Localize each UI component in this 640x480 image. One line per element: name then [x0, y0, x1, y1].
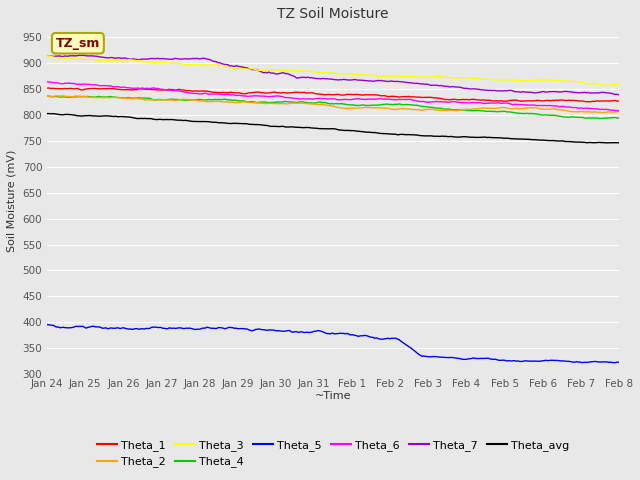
Line: Theta_avg: Theta_avg [47, 114, 619, 143]
Line: Theta_7: Theta_7 [47, 55, 619, 95]
Line: Theta_3: Theta_3 [47, 56, 619, 85]
Theta_5 [269, 327, 277, 333]
Theta_1 [283, 90, 291, 96]
Theta_2 [44, 93, 51, 99]
Theta_6 [269, 93, 277, 99]
Theta_2 [615, 108, 623, 114]
Theta_2 [600, 109, 608, 115]
Theta_1 [586, 99, 593, 105]
Theta_1 [99, 86, 106, 92]
Theta_6 [597, 107, 605, 112]
Theta_1 [271, 89, 279, 95]
Theta_7 [271, 71, 279, 77]
Theta_6 [44, 79, 51, 85]
Theta_7 [283, 71, 291, 76]
Theta_2 [162, 97, 170, 103]
Theta_1 [162, 87, 170, 93]
Theta_5 [44, 322, 51, 327]
Theta_avg [271, 123, 279, 129]
Line: Theta_1: Theta_1 [47, 88, 619, 102]
Theta_3 [615, 82, 623, 87]
Legend: Theta_1, Theta_2, Theta_3, Theta_4, Theta_5, Theta_6, Theta_7, Theta_avg: Theta_1, Theta_2, Theta_3, Theta_4, Thet… [92, 436, 574, 472]
Theta_6 [97, 83, 105, 89]
Theta_6 [161, 87, 168, 93]
Theta_3 [166, 60, 173, 66]
X-axis label: ~Time: ~Time [315, 391, 351, 401]
Theta_7 [615, 92, 623, 98]
Theta_3 [271, 67, 279, 73]
Theta_avg [602, 140, 610, 146]
Theta_avg [162, 117, 170, 122]
Line: Theta_5: Theta_5 [47, 324, 619, 363]
Theta_3 [162, 60, 170, 65]
Theta_5 [97, 324, 105, 330]
Theta_2 [283, 101, 291, 107]
Theta_avg [599, 140, 607, 145]
Theta_4 [161, 97, 168, 103]
Theta_7 [79, 52, 87, 58]
Theta_avg [615, 140, 623, 145]
Theta_2 [599, 110, 607, 116]
Theta_1 [44, 85, 51, 91]
Theta_2 [60, 93, 67, 99]
Theta_5 [615, 360, 623, 365]
Theta_avg [166, 117, 173, 122]
Theta_4 [599, 115, 607, 121]
Theta_5 [164, 326, 172, 332]
Theta_7 [44, 54, 51, 60]
Theta_3 [599, 83, 607, 88]
Theta_4 [97, 94, 105, 100]
Theta_4 [281, 98, 289, 104]
Line: Theta_2: Theta_2 [47, 96, 619, 113]
Theta_2 [271, 101, 279, 107]
Theta_4 [596, 116, 604, 121]
Theta_6 [164, 87, 172, 93]
Theta_avg [99, 113, 106, 119]
Theta_3 [602, 83, 610, 88]
Theta_4 [44, 93, 51, 99]
Theta_4 [164, 97, 172, 103]
Theta_7 [99, 54, 106, 60]
Title: TZ Soil Moisture: TZ Soil Moisture [277, 7, 389, 21]
Theta_3 [283, 68, 291, 74]
Text: TZ_sm: TZ_sm [56, 37, 100, 50]
Theta_7 [166, 56, 173, 62]
Theta_2 [99, 95, 106, 100]
Theta_1 [45, 85, 52, 91]
Theta_6 [281, 95, 289, 100]
Line: Theta_6: Theta_6 [47, 82, 619, 110]
Line: Theta_4: Theta_4 [47, 96, 619, 119]
Theta_6 [615, 108, 623, 113]
Theta_4 [615, 115, 623, 121]
Y-axis label: Soil Moisture (mV): Soil Moisture (mV) [7, 149, 17, 252]
Theta_6 [614, 108, 621, 113]
Theta_3 [99, 58, 106, 64]
Theta_avg [44, 111, 51, 117]
Theta_avg [45, 111, 52, 117]
Theta_5 [161, 325, 168, 331]
Theta_4 [269, 99, 277, 105]
Theta_5 [597, 359, 605, 365]
Theta_2 [166, 97, 173, 103]
Theta_1 [166, 86, 173, 92]
Theta_avg [283, 124, 291, 130]
Theta_3 [45, 53, 52, 59]
Theta_7 [599, 89, 607, 95]
Theta_3 [44, 54, 51, 60]
Theta_1 [615, 98, 623, 104]
Theta_5 [281, 328, 289, 334]
Theta_5 [611, 360, 618, 366]
Theta_1 [600, 98, 608, 104]
Theta_7 [162, 56, 170, 62]
